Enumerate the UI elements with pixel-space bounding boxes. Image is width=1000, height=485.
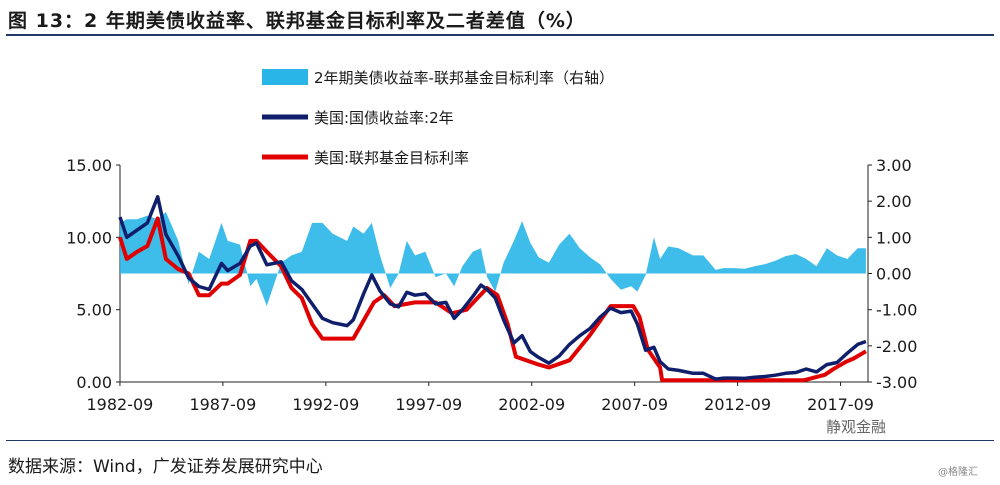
left-tick-label: 15.00 [66,156,112,175]
x-tick-label: 2007-09 [601,395,668,414]
x-tick-label: 1997-09 [395,395,462,414]
legend-swatch-spread [262,69,308,85]
x-tick-label: 2017-09 [807,395,874,414]
chart-svg: 2年期美债收益率-联邦基金目标利率（右轴） 美国:国债收益率:2年 美国:联邦基… [66,69,917,414]
source-note: 数据来源：Wind，广发证券发展研究中心 [8,457,323,477]
chart-title: 图 13：2 年期美债收益率、联邦基金目标利率及二者差值（%） [8,10,586,32]
x-tick-label: 1982-09 [87,395,154,414]
brand-sub-watermark: @格隆汇 [938,467,978,478]
title-rule [6,34,994,36]
right-tick-label: 0.00 [876,265,912,284]
left-tick-label: 5.00 [76,301,112,320]
legend-label-fedfunds: 美国:联邦基金目标利率 [314,149,469,167]
series-spread-area [120,212,866,307]
left-tick-label: 10.00 [66,228,112,247]
series-yield2y-line [118,195,867,381]
legend-label-yield2y: 美国:国债收益率:2年 [314,109,454,127]
right-tick-label: -2.00 [876,337,917,356]
brand-watermark: 静观金融 [826,418,887,436]
legend-label-spread: 2年期美债收益率-联邦基金目标利率（右轴） [314,69,614,87]
right-tick-label: 2.00 [876,192,912,211]
right-tick-label: -1.00 [876,301,917,320]
right-tick-label: -3.00 [876,373,917,392]
right-tick-label: 3.00 [876,156,912,175]
x-tick-label: 2012-09 [704,395,771,414]
x-tick-label: 1987-09 [189,395,256,414]
right-tick-label: 1.00 [876,228,912,247]
x-tick-label: 2002-09 [498,395,565,414]
x-tick-label: 1992-09 [292,395,359,414]
left-tick-label: 0.00 [76,373,112,392]
series-fedfunds-line [118,216,867,383]
legend: 2年期美债收益率-联邦基金目标利率（右轴） 美国:国债收益率:2年 美国:联邦基… [262,69,614,167]
footer-rule [6,440,994,441]
